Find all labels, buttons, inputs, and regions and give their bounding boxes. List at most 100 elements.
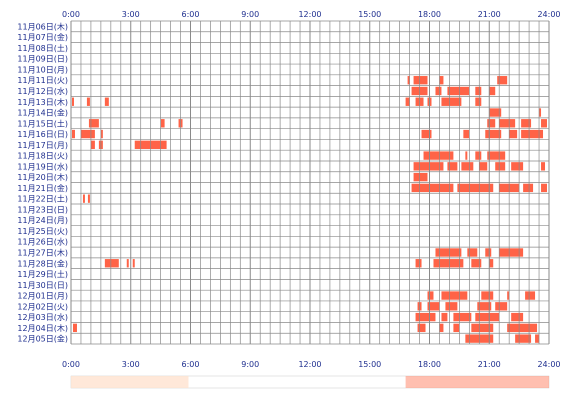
x-tick-label-bottom: 3:00 — [122, 360, 140, 369]
activity-segment — [413, 172, 428, 182]
activity-segment — [511, 162, 524, 171]
x-tick-label-bottom: 21:00 — [478, 360, 501, 369]
activity-segment — [521, 129, 544, 139]
activity-segment — [88, 119, 99, 128]
activity-segment — [475, 151, 482, 160]
date-row-labels: 11月06日(木)11月07日(金)11月08日(土)11月09日(日)11月1… — [17, 21, 68, 343]
row-date-label: 11月24日(月) — [17, 216, 68, 225]
activity-segment — [90, 140, 95, 149]
activity-segment — [411, 183, 454, 193]
activity-segment — [463, 129, 470, 139]
activity-segment — [405, 97, 410, 106]
row-date-label: 11月11日(火) — [17, 76, 68, 85]
activity-segment — [525, 291, 536, 300]
top-time-axis: 0:00 3:00 6:00 9:00 12:00 15:00 18:00 21:00 24:0… — [62, 10, 561, 19]
activity-segment — [415, 312, 436, 322]
x-tick-label-bottom: 18:00 — [418, 360, 441, 369]
activity-segment — [477, 302, 492, 311]
x-tick-label-top: 6:00 — [182, 10, 200, 19]
activity-segment — [435, 248, 462, 257]
row-date-label: 11月15日(土) — [17, 118, 68, 128]
activity-segment — [507, 323, 538, 333]
row-date-label: 11月17日(月) — [17, 141, 68, 150]
row-date-label: 12月02日(火) — [17, 302, 68, 311]
summary-band — [71, 376, 189, 388]
row-date-label: 11月26日(水) — [17, 237, 68, 247]
activity-segment — [499, 119, 516, 128]
activity-segment — [509, 129, 518, 139]
activity-segment — [475, 312, 500, 322]
x-tick-label-top: 3:00 — [122, 10, 140, 19]
row-date-label: 11月12日(水) — [17, 86, 68, 96]
x-tick-label-top: 9:00 — [241, 10, 259, 19]
activity-segment — [433, 259, 464, 268]
row-date-label: 11月08日(土) — [17, 43, 68, 53]
activity-segment — [479, 162, 488, 171]
activity-segment — [447, 86, 470, 96]
activity-segment — [475, 97, 482, 106]
row-date-label: 11月14日(金) — [17, 108, 68, 118]
activity-segment — [475, 86, 482, 96]
x-tick-label-bottom: 15:00 — [358, 360, 381, 369]
activity-segment — [541, 162, 546, 171]
x-tick-label-bottom: 9:00 — [241, 360, 259, 369]
activity-segment — [457, 183, 494, 193]
activity-segment — [71, 97, 74, 106]
activity-segment — [423, 151, 454, 160]
activity-segment — [413, 162, 444, 171]
row-date-label: 11月07日(金) — [17, 32, 68, 42]
row-date-label: 11月22日(土) — [17, 194, 68, 204]
row-date-label: 11月29日(土) — [17, 269, 68, 279]
activity-segment — [489, 108, 502, 117]
activity-segment — [427, 291, 434, 300]
x-tick-label-top: 21:00 — [478, 10, 501, 19]
activity-segment — [507, 291, 510, 300]
activity-segment — [72, 323, 77, 333]
x-tick-label-top: 0:00 — [62, 10, 80, 19]
summary-band — [405, 376, 549, 388]
activity-segment — [471, 259, 482, 268]
grid-lines — [70, 20, 550, 345]
row-date-label: 11月06日(木) — [17, 21, 68, 31]
activity-segment — [539, 108, 542, 117]
activity-segment — [71, 129, 75, 139]
activity-segment — [481, 291, 494, 300]
activity-segment — [453, 312, 472, 322]
activity-segment — [421, 129, 432, 139]
activity-segment — [485, 248, 492, 257]
activity-segment — [489, 86, 496, 96]
activity-segment — [495, 162, 506, 171]
x-tick-label-top: 24:00 — [537, 10, 560, 19]
activity-segment — [80, 129, 95, 139]
activity-segment — [132, 259, 135, 268]
activity-segment — [515, 334, 532, 343]
activity-segment — [439, 323, 444, 333]
activity-segment — [417, 323, 426, 333]
activity-segment — [126, 259, 129, 268]
activity-segment — [100, 129, 103, 139]
row-date-label: 11月10日(月) — [17, 65, 68, 74]
x-tick-label-top: 12:00 — [298, 10, 321, 19]
activity-segment — [489, 259, 494, 268]
x-tick-label-bottom: 6:00 — [182, 360, 200, 369]
activity-segment — [441, 312, 448, 322]
activity-segment — [523, 183, 534, 193]
row-date-label: 12月05日(金) — [17, 334, 68, 344]
activity-segment — [535, 334, 540, 343]
row-date-label: 11月28日(金) — [17, 258, 68, 268]
activity-segment — [521, 119, 532, 128]
activity-segment — [541, 119, 548, 128]
row-date-label: 11月27日(木) — [17, 247, 68, 257]
row-date-label: 11月16日(日) — [17, 130, 68, 139]
activity-segment — [471, 323, 494, 333]
summary-strip — [70, 375, 550, 389]
x-tick-label-bottom: 12:00 — [298, 360, 321, 369]
activity-segment — [413, 76, 428, 85]
row-date-label: 11月19日(水) — [17, 161, 68, 171]
row-date-label: 11月25日(火) — [17, 227, 68, 236]
activity-segment — [497, 76, 508, 85]
row-date-label: 11月30日(日) — [17, 281, 68, 290]
activity-segment — [82, 194, 85, 203]
activity-segment — [541, 183, 548, 193]
